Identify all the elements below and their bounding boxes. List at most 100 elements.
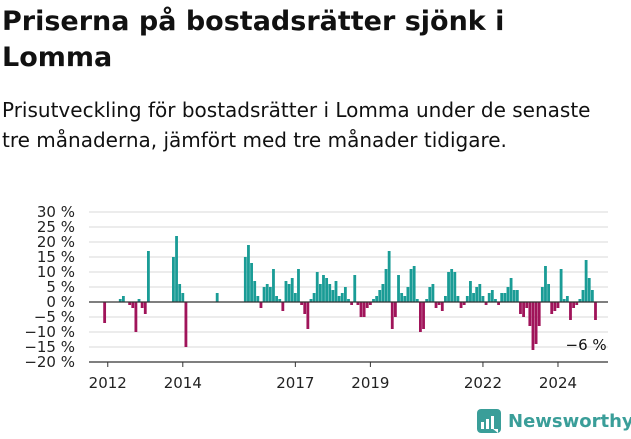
x-tick-label: 2019 bbox=[351, 374, 389, 392]
chart-subtitle: Prisutveckling för bostadsrätter i Lomma… bbox=[2, 98, 591, 152]
bar bbox=[590, 290, 594, 302]
bar bbox=[215, 293, 219, 302]
bar bbox=[290, 278, 294, 302]
bar bbox=[146, 251, 150, 302]
bar bbox=[247, 245, 250, 302]
bar bbox=[268, 287, 272, 302]
x-tick-label: 2012 bbox=[89, 374, 127, 392]
bar bbox=[559, 269, 563, 302]
y-tick-label: −20 % bbox=[24, 353, 75, 371]
bar bbox=[569, 302, 572, 320]
bar bbox=[175, 236, 178, 302]
bar bbox=[459, 302, 463, 308]
bar bbox=[425, 299, 429, 302]
bar bbox=[143, 302, 147, 314]
bar bbox=[350, 302, 354, 305]
bar bbox=[522, 302, 525, 317]
bar bbox=[253, 281, 257, 302]
bar bbox=[381, 284, 385, 302]
last-value-annotation: −6 % bbox=[566, 336, 607, 354]
bar bbox=[431, 284, 435, 302]
bar bbox=[128, 302, 132, 305]
bar bbox=[575, 302, 579, 305]
bar bbox=[365, 302, 369, 308]
bar bbox=[397, 275, 400, 302]
bar bbox=[587, 278, 591, 302]
bar bbox=[553, 302, 557, 311]
bar bbox=[572, 302, 576, 308]
bar bbox=[412, 266, 416, 302]
bar bbox=[525, 302, 529, 308]
bar bbox=[340, 293, 344, 302]
bar bbox=[434, 302, 438, 308]
bar bbox=[372, 299, 375, 302]
bars bbox=[103, 236, 597, 350]
bar bbox=[309, 299, 313, 302]
x-tick-label: 2017 bbox=[276, 374, 314, 392]
bar bbox=[140, 302, 144, 308]
bar bbox=[281, 302, 285, 311]
bar bbox=[581, 290, 585, 302]
bar bbox=[537, 302, 541, 326]
bar bbox=[256, 296, 260, 302]
x-tick-label: 2022 bbox=[464, 374, 502, 392]
bar bbox=[444, 296, 447, 302]
y-tick-label: −5 % bbox=[34, 308, 75, 326]
bar bbox=[462, 302, 466, 305]
bar bbox=[287, 284, 291, 302]
brand-name: Newsworthy bbox=[508, 410, 631, 432]
bar bbox=[343, 287, 347, 302]
bar bbox=[368, 302, 372, 305]
bar bbox=[118, 299, 122, 302]
bar bbox=[178, 284, 182, 302]
bar bbox=[297, 269, 300, 302]
bar bbox=[547, 284, 551, 302]
bar bbox=[475, 287, 479, 302]
bar bbox=[325, 278, 329, 302]
bar bbox=[503, 293, 507, 302]
bar bbox=[312, 293, 316, 302]
bar bbox=[534, 302, 538, 344]
bar bbox=[306, 302, 310, 329]
bar bbox=[469, 281, 472, 302]
bar bbox=[250, 263, 253, 302]
bar bbox=[406, 287, 410, 302]
x-tick-label: 2024 bbox=[539, 374, 577, 392]
bar bbox=[419, 302, 422, 332]
bar bbox=[578, 299, 582, 302]
y-tick-label: 5 % bbox=[46, 278, 75, 296]
bar bbox=[472, 293, 475, 302]
bar bbox=[284, 281, 288, 302]
gridlines bbox=[89, 211, 608, 363]
bar bbox=[556, 302, 560, 308]
bar bbox=[456, 296, 460, 302]
bar bbox=[275, 296, 278, 302]
bar bbox=[550, 302, 554, 314]
bar bbox=[400, 293, 404, 302]
bar bbox=[375, 296, 379, 302]
bar bbox=[172, 257, 175, 302]
bar bbox=[278, 299, 282, 302]
bar bbox=[331, 290, 335, 302]
bar bbox=[531, 302, 535, 350]
y-tick-label: 20 % bbox=[37, 233, 75, 251]
bar bbox=[337, 296, 341, 302]
bar bbox=[131, 302, 135, 308]
bar bbox=[393, 302, 397, 317]
newsworthy-brand: Newsworthy bbox=[476, 408, 631, 434]
bar bbox=[303, 302, 307, 314]
bar bbox=[384, 269, 388, 302]
y-axis-tick-labels: 30 %25 %20 %15 %10 %5 %0 %−5 %−10 %−15 %… bbox=[24, 203, 75, 371]
x-axis-tick-labels: 2012 2014 2017 2019 2022 2024 bbox=[89, 362, 577, 392]
bar bbox=[137, 299, 141, 302]
bar bbox=[562, 299, 566, 302]
bar bbox=[318, 284, 322, 302]
bar bbox=[387, 251, 391, 302]
bar bbox=[243, 257, 247, 302]
bar bbox=[347, 299, 350, 302]
y-tick-label: 15 % bbox=[37, 248, 75, 266]
bar bbox=[184, 302, 188, 347]
y-tick-label: 10 % bbox=[37, 263, 75, 281]
bar bbox=[390, 302, 394, 329]
bar bbox=[584, 260, 588, 302]
